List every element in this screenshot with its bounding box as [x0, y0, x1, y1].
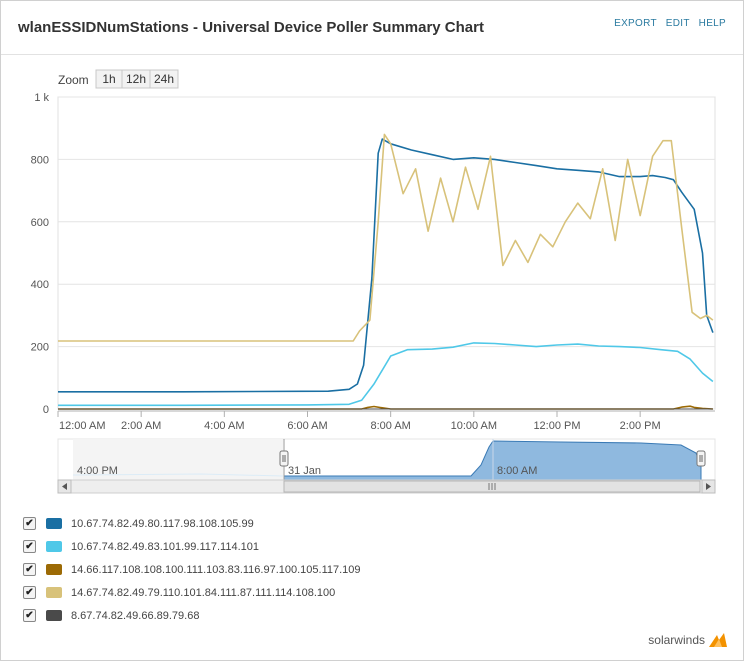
solarwinds-flame-icon — [709, 633, 727, 647]
legend-item[interactable]: ✔ 10.67.74.82.49.83.101.99.117.114.101 — [23, 535, 361, 558]
navigator[interactable]: 4:00 PM 31 Jan 8:00 AM — [57, 438, 716, 481]
navigator-label-day: 31 Jan — [288, 465, 321, 477]
legend-swatch — [46, 587, 62, 598]
panel-header: wlanESSIDNumStations - Universal Device … — [1, 1, 743, 55]
zoom-12h-button[interactable]: 12h — [126, 72, 146, 86]
legend-label: 8.67.74.82.49.66.89.79.68 — [71, 609, 200, 622]
zoom-24h-button[interactable]: 24h — [154, 72, 174, 86]
legend-checkbox[interactable]: ✔ — [23, 609, 36, 622]
y-tick-label: 400 — [31, 279, 49, 291]
y-tick-label: 800 — [31, 154, 49, 166]
brand-name: solarwinds — [648, 633, 705, 647]
legend-checkbox[interactable]: ✔ — [23, 586, 36, 599]
x-tick-label: 12:00 PM — [533, 420, 580, 432]
legend-label: 10.67.74.82.49.80.117.98.108.105.99 — [71, 517, 254, 530]
series-line-1 — [58, 138, 714, 393]
navigator-left-shade — [73, 439, 283, 480]
x-tick-label: 4:00 AM — [204, 420, 244, 432]
help-link[interactable]: HELP — [698, 18, 726, 29]
brand-logo: solarwinds — [648, 632, 729, 648]
x-tick-label: 2:00 PM — [620, 420, 661, 432]
series-line-2 — [58, 342, 714, 407]
legend-item[interactable]: ✔ 14.66.117.108.108.100.111.103.83.116.97… — [23, 558, 361, 581]
legend-checkbox[interactable]: ✔ — [23, 540, 36, 553]
export-link[interactable]: EXPORT — [614, 18, 657, 29]
navigator-handle-right[interactable] — [696, 450, 706, 467]
legend-label: 14.67.74.82.49.79.110.101.84.111.87.111.… — [71, 586, 336, 599]
chart-area: 0 200 400 600 800 1 k 12:00 AM 2:00 AM 4:00 AM 6:… — [1, 55, 743, 505]
legend-checkbox[interactable]: ✔ — [23, 517, 36, 530]
x-tick-label: 10:00 AM — [451, 420, 497, 432]
x-tick-label: 6:00 AM — [287, 420, 327, 432]
legend-item[interactable]: ✔ 10.67.74.82.49.80.117.98.108.105.99 — [23, 512, 361, 535]
chart-svg: 0 200 400 600 800 1 k 12:00 AM 2:00 AM 4:00 AM 6:… — [31, 69, 716, 494]
x-tick-label: 2:00 AM — [121, 420, 161, 432]
legend-item[interactable]: ✔ 8.67.74.82.49.66.89.79.68 — [23, 604, 361, 627]
legend-swatch — [46, 564, 62, 575]
legend-item[interactable]: ✔ 14.67.74.82.49.79.110.101.84.111.87.111… — [23, 581, 361, 604]
x-tick-label: 12:00 AM — [59, 420, 105, 432]
edit-link[interactable]: EDIT — [665, 18, 690, 29]
navigator-label-start: 4:00 PM — [77, 465, 118, 477]
page-title: wlanESSIDNumStations - Universal Device … — [18, 19, 484, 36]
legend-swatch — [46, 610, 62, 621]
series-line-4 — [58, 133, 714, 342]
zoom-label: Zoom — [58, 73, 89, 87]
y-tick-label: 200 — [31, 342, 49, 354]
x-tick-label: 8:00 AM — [370, 420, 410, 432]
zoom-control: Zoom 1h 12h 24h — [58, 69, 179, 89]
chart-legend: ✔ 10.67.74.82.49.80.117.98.108.105.99 ✔ 10.… — [23, 512, 361, 627]
legend-swatch — [46, 541, 62, 552]
legend-swatch — [46, 518, 62, 529]
navigator-handle-left[interactable] — [279, 450, 289, 467]
arrow-left-icon — [62, 483, 67, 490]
arrow-right-icon — [706, 483, 711, 490]
y-tick-label: 600 — [31, 217, 49, 229]
legend-label: 10.67.74.82.49.83.101.99.117.114.101 — [71, 540, 259, 553]
zoom-group-bg — [95, 69, 179, 89]
legend-label: 14.66.117.108.108.100.111.103.83.116.97.… — [71, 563, 361, 576]
navigator-scrollbar[interactable] — [57, 479, 716, 494]
header-actions: EXPORT EDIT HELP — [608, 18, 726, 29]
y-tick-label: 1 k — [34, 92, 49, 104]
y-tick-label: 0 — [43, 404, 49, 416]
zoom-1h-button[interactable]: 1h — [102, 72, 115, 86]
legend-checkbox[interactable]: ✔ — [23, 563, 36, 576]
navigator-label-end: 8:00 AM — [497, 465, 537, 477]
